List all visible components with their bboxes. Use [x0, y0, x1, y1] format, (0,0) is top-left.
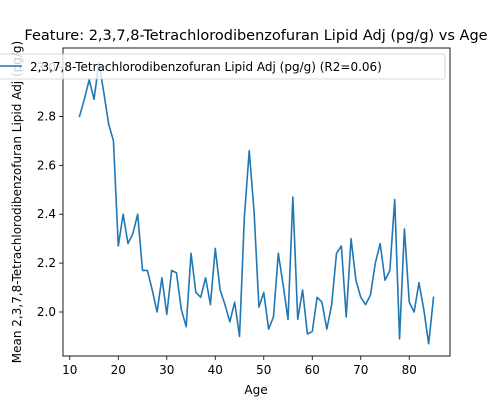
data-point	[243, 215, 246, 218]
data-point	[311, 330, 314, 333]
data-point	[122, 213, 125, 216]
data-point	[141, 269, 144, 272]
data-point	[388, 269, 391, 272]
data-point	[180, 308, 183, 311]
data-point	[253, 210, 256, 213]
data-point	[316, 296, 319, 299]
data-point	[287, 318, 290, 321]
data-point	[384, 279, 387, 282]
data-point	[379, 242, 382, 245]
data-point	[296, 318, 299, 321]
data-point	[214, 247, 217, 250]
data-point	[335, 252, 338, 255]
data-point	[204, 276, 207, 279]
x-tick-label: 80	[402, 363, 417, 377]
y-axis: 2.02.22.42.62.83.0	[37, 61, 63, 319]
data-point	[136, 213, 139, 216]
data-point	[209, 303, 212, 306]
y-tick-label: 2.0	[37, 305, 56, 319]
x-tick-label: 30	[159, 363, 174, 377]
data-point	[238, 335, 241, 338]
data-point	[301, 289, 304, 292]
data-point	[194, 291, 197, 294]
data-point	[78, 115, 81, 118]
data-point	[272, 315, 275, 318]
data-point	[257, 306, 260, 309]
data-point	[330, 303, 333, 306]
y-tick-label: 2.8	[37, 109, 56, 123]
data-point	[160, 276, 163, 279]
data-point	[165, 313, 168, 316]
data-point	[170, 269, 173, 272]
data-point	[190, 252, 193, 255]
data-point	[393, 198, 396, 201]
data-point	[325, 328, 328, 331]
data-point	[364, 303, 367, 306]
y-axis-label: Mean 2,3,7,8-Tetrachlorodibenzofuran Lip…	[10, 41, 24, 363]
data-point	[248, 149, 251, 152]
data-point	[185, 325, 188, 328]
data-point	[282, 284, 285, 287]
data-point	[403, 227, 406, 230]
chart-title: Feature: 2,3,7,8-Tetrachlorodibenzofuran…	[24, 28, 487, 44]
data-point	[340, 245, 343, 248]
data-point	[146, 269, 149, 272]
x-tick-label: 60	[305, 363, 320, 377]
data-point	[369, 293, 372, 296]
y-tick-label: 2.6	[37, 158, 56, 172]
data-point	[408, 301, 411, 304]
data-point	[359, 296, 362, 299]
data-point	[93, 98, 96, 101]
y-tick-label: 2.4	[37, 207, 56, 221]
x-tick-label: 50	[256, 363, 271, 377]
plot-background	[63, 48, 450, 356]
x-tick-label: 10	[62, 363, 77, 377]
data-point	[117, 245, 120, 248]
data-point	[374, 262, 377, 265]
data-point	[417, 281, 420, 284]
data-point	[175, 271, 178, 274]
data-point	[156, 311, 159, 314]
data-point	[219, 289, 222, 292]
data-point	[398, 337, 401, 340]
data-point	[151, 289, 154, 292]
x-tick-label: 20	[111, 363, 126, 377]
x-tick-label: 40	[208, 363, 223, 377]
data-point	[345, 315, 348, 318]
data-point	[320, 301, 323, 304]
y-tick-label: 2.2	[37, 256, 56, 270]
data-point	[277, 252, 280, 255]
data-point	[233, 301, 236, 304]
x-axis-label: Age	[244, 383, 267, 397]
data-point	[354, 279, 357, 282]
data-point	[228, 320, 231, 323]
data-point	[427, 342, 430, 345]
data-point	[432, 296, 435, 299]
plot-frame	[62, 47, 451, 357]
x-axis: 10 20 30 40 50 60 70 80	[62, 356, 417, 377]
data-point	[267, 328, 270, 331]
legend-label: 2,3,7,8-Tetrachlorodibenzofuran Lipid Ad…	[30, 60, 382, 74]
data-point	[126, 242, 129, 245]
plot-area	[63, 48, 450, 356]
data-point	[112, 139, 115, 142]
legend: 2,3,7,8-Tetrachlorodibenzofuran Lipid Ad…	[0, 53, 446, 80]
data-point	[102, 91, 105, 94]
data-point	[413, 311, 416, 314]
data-point	[422, 308, 425, 311]
x-tick-label: 70	[353, 363, 368, 377]
data-point	[291, 196, 294, 199]
series-line	[78, 61, 435, 345]
data-point	[83, 98, 86, 101]
data-point	[306, 333, 309, 336]
data-point	[350, 237, 353, 240]
data-point	[223, 303, 226, 306]
data-point	[199, 296, 202, 299]
data-point	[107, 122, 110, 125]
data-point	[262, 291, 265, 294]
data-point	[131, 232, 134, 235]
legend-box	[0, 53, 446, 80]
